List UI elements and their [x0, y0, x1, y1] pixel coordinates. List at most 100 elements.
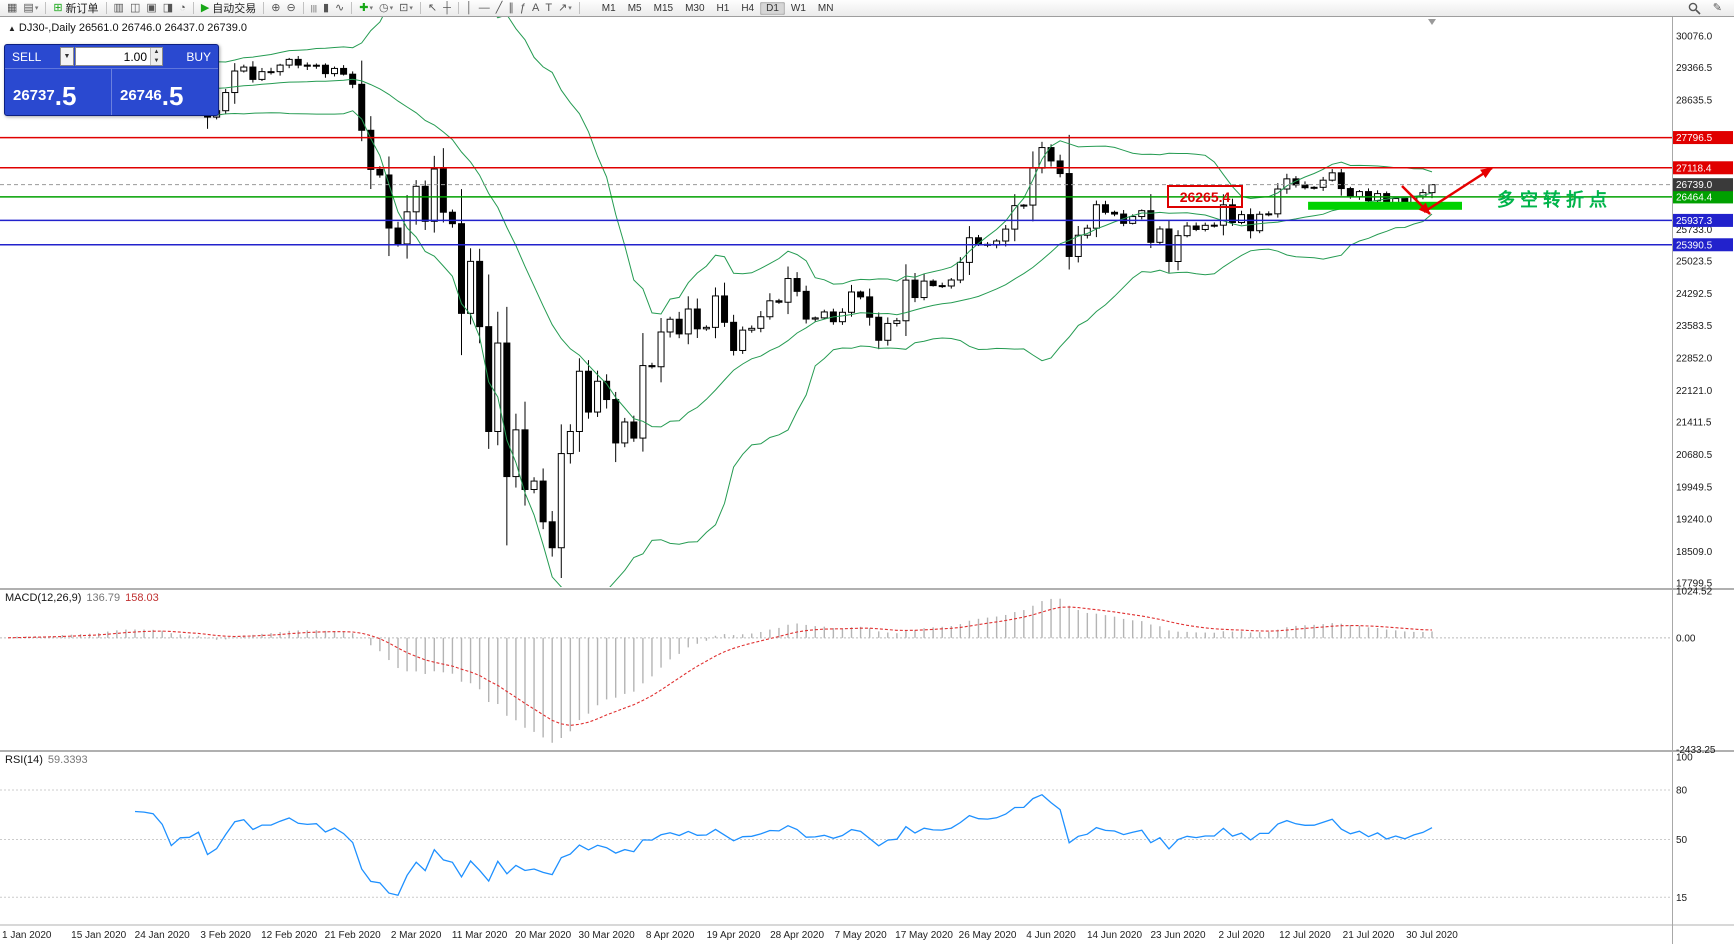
vertical-line-icon[interactable]: │	[465, 1, 473, 14]
svg-text:15: 15	[1676, 893, 1688, 904]
zoom-in-icon[interactable]: ⊕	[271, 1, 281, 14]
toolbar-separator	[351, 2, 353, 14]
line-chart-icon[interactable]: ∿	[335, 1, 345, 14]
candles-layer	[4, 56, 1436, 579]
svg-text:26464.4: 26464.4	[1676, 192, 1713, 203]
svg-text:30 Jul 2020: 30 Jul 2020	[1406, 930, 1458, 941]
rsi-line	[134, 793, 1433, 897]
sell-button[interactable]: SELL	[12, 49, 42, 64]
crosshair-icon[interactable]: ┼	[443, 1, 451, 14]
timeframe-m1-button[interactable]: M1	[601, 2, 616, 14]
timeframe-w1-button[interactable]: W1	[790, 2, 806, 14]
svg-text:1024.52: 1024.52	[1676, 586, 1713, 597]
templates-icon[interactable]: ⊡ ▾	[399, 1, 413, 14]
macd-signal-line	[7, 606, 1433, 726]
svg-text:21411.5: 21411.5	[1676, 418, 1712, 429]
svg-text:20680.5: 20680.5	[1676, 450, 1713, 461]
new-order-button[interactable]: ⊞ 新订单	[53, 1, 99, 16]
date-axis: 1 Jan 2020 15 Jan 2020 24 Jan 2020 3 Feb 20…	[2, 930, 1458, 941]
indicators-add-icon[interactable]: ✚ ▾	[359, 1, 373, 14]
main-chart-layer	[0, 17, 1672, 587]
main-toolbar: ▦ ▤ ▾ ⊞ 新订单 ▥ ◫ ▣ ◨ ◔ ▶ 自动交易 ⊕ ⊖ ||| ▮ ∿ ✚ ▾ ◷ ▾ ⊡ ▾ ↖ ┼ │ — ╱ ∥ ƒ A T ↗…	[0, 0, 1734, 17]
price-badge: 27796.5	[1673, 131, 1733, 145]
navigator-icon[interactable]: ▣	[146, 1, 157, 14]
svg-text:28 Apr 2020: 28 Apr 2020	[770, 930, 824, 941]
market-watch-icon[interactable]: ▥	[113, 1, 124, 14]
channel-icon[interactable]: ∥	[508, 1, 514, 14]
svg-text:17799.5: 17799.5	[1676, 579, 1713, 590]
zoom-out-icon[interactable]: ⊖	[286, 1, 296, 14]
lot-increase-button[interactable]: ▲	[151, 48, 162, 57]
svg-text:0.00: 0.00	[1676, 633, 1696, 644]
buy-price-button[interactable]: 26746.5	[120, 81, 184, 111]
svg-text:22121.0: 22121.0	[1676, 386, 1713, 397]
svg-text:21 Feb 2020: 21 Feb 2020	[325, 930, 382, 941]
toolbar-separator	[45, 2, 47, 14]
timeframe-d1-button[interactable]: D1	[760, 1, 785, 15]
profiles-icon[interactable]: ▤ ▾	[23, 1, 39, 14]
auto-trading-button[interactable]: ▶ 自动交易	[200, 1, 257, 16]
svg-text:4 Jun 2020: 4 Jun 2020	[1026, 930, 1076, 941]
search-icon[interactable]	[1686, 1, 1703, 16]
buy-button[interactable]: BUY	[186, 49, 211, 64]
toolbar-separator	[457, 2, 459, 14]
svg-text:7 May 2020: 7 May 2020	[834, 930, 887, 941]
toolbar-separator	[263, 2, 265, 14]
timeframe-mn-button[interactable]: MN	[817, 2, 834, 14]
macd-histogram	[16, 598, 1433, 743]
svg-text:1 Jan 2020: 1 Jan 2020	[2, 930, 52, 941]
new-chart-icon[interactable]: ▦	[7, 1, 18, 14]
arrows-icon[interactable]: ↗ ▾	[558, 1, 572, 14]
price-callout-annotation: 26265.4	[1167, 185, 1243, 208]
lot-dropdown-button[interactable]: ▼	[60, 47, 74, 66]
svg-text:-2433.25: -2433.25	[1676, 745, 1716, 756]
svg-text:29366.5: 29366.5	[1676, 63, 1713, 74]
timeframe-m5-button[interactable]: M5	[627, 2, 642, 14]
price-badge: 26464.4	[1673, 190, 1733, 204]
support-zone-highlight	[1308, 201, 1462, 210]
svg-text:23583.5: 23583.5	[1676, 321, 1713, 332]
lot-size-input[interactable]: 1.00 ▲ ▼	[75, 47, 163, 66]
svg-text:100: 100	[1676, 753, 1693, 764]
cursor-icon[interactable]: ↖	[427, 1, 438, 14]
svg-text:28635.5: 28635.5	[1676, 96, 1713, 107]
terminal-icon[interactable]: ◨	[162, 1, 174, 14]
turning-point-note: 多空转折点	[1497, 190, 1612, 210]
svg-text:21 Jul 2020: 21 Jul 2020	[1343, 930, 1395, 941]
candlestick-chart-icon[interactable]: ▮	[322, 1, 330, 14]
toolbar-separator	[302, 2, 304, 14]
svg-text:25023.5: 25023.5	[1676, 257, 1713, 268]
data-window-icon[interactable]: ◫	[129, 1, 141, 14]
svg-text:3 Feb 2020: 3 Feb 2020	[200, 930, 251, 941]
timeframe-group: M1 M5 M15 M30 H1 H4 D1 W1 MN	[596, 1, 840, 15]
svg-text:15 Jan 2020: 15 Jan 2020	[71, 930, 126, 941]
down-arrow-annotation	[1401, 185, 1431, 215]
svg-text:8 Apr 2020: 8 Apr 2020	[646, 930, 695, 941]
svg-text:12 Jul 2020: 12 Jul 2020	[1279, 930, 1331, 941]
svg-text:14 Jun 2020: 14 Jun 2020	[1087, 930, 1142, 941]
svg-text:24292.5: 24292.5	[1676, 289, 1713, 300]
svg-text:80: 80	[1676, 786, 1688, 797]
period-icon[interactable]: ◷ ▾	[378, 1, 394, 14]
svg-text:30 Mar 2020: 30 Mar 2020	[579, 930, 636, 941]
timeframe-m30-button[interactable]: M30	[685, 2, 705, 14]
svg-text:24 Jan 2020: 24 Jan 2020	[135, 930, 190, 941]
one-click-trading-panel: SELL ▼ 1.00 ▲ ▼ BUY 26737.5 26746.5	[4, 44, 219, 116]
strategy-tester-icon[interactable]: ◔	[179, 1, 186, 14]
fibonacci-icon[interactable]: ƒ	[519, 1, 526, 14]
lot-size-value[interactable]: 1.00	[123, 49, 147, 64]
timeframe-m15-button[interactable]: M15	[653, 2, 674, 14]
horizontal-line-icon[interactable]: —	[478, 1, 490, 14]
price-axis: 30076.0 29366.5 28635.5 25733.0 25023.5 24292…	[1676, 32, 1713, 590]
label-icon[interactable]: T	[545, 1, 553, 14]
sell-price-button[interactable]: 26737.5	[5, 69, 112, 115]
text-icon[interactable]: A	[531, 1, 540, 14]
lot-decrease-button[interactable]: ▼	[151, 56, 162, 65]
svg-text:19949.5: 19949.5	[1676, 483, 1713, 494]
timeframe-h1-button[interactable]: H1	[716, 2, 730, 14]
trendline-icon[interactable]: ╱	[495, 1, 503, 14]
bar-chart-icon[interactable]: |||	[310, 3, 317, 13]
chart-edit-icon[interactable]: ✎	[1712, 1, 1722, 14]
timeframe-h4-button[interactable]: H4	[741, 2, 755, 14]
